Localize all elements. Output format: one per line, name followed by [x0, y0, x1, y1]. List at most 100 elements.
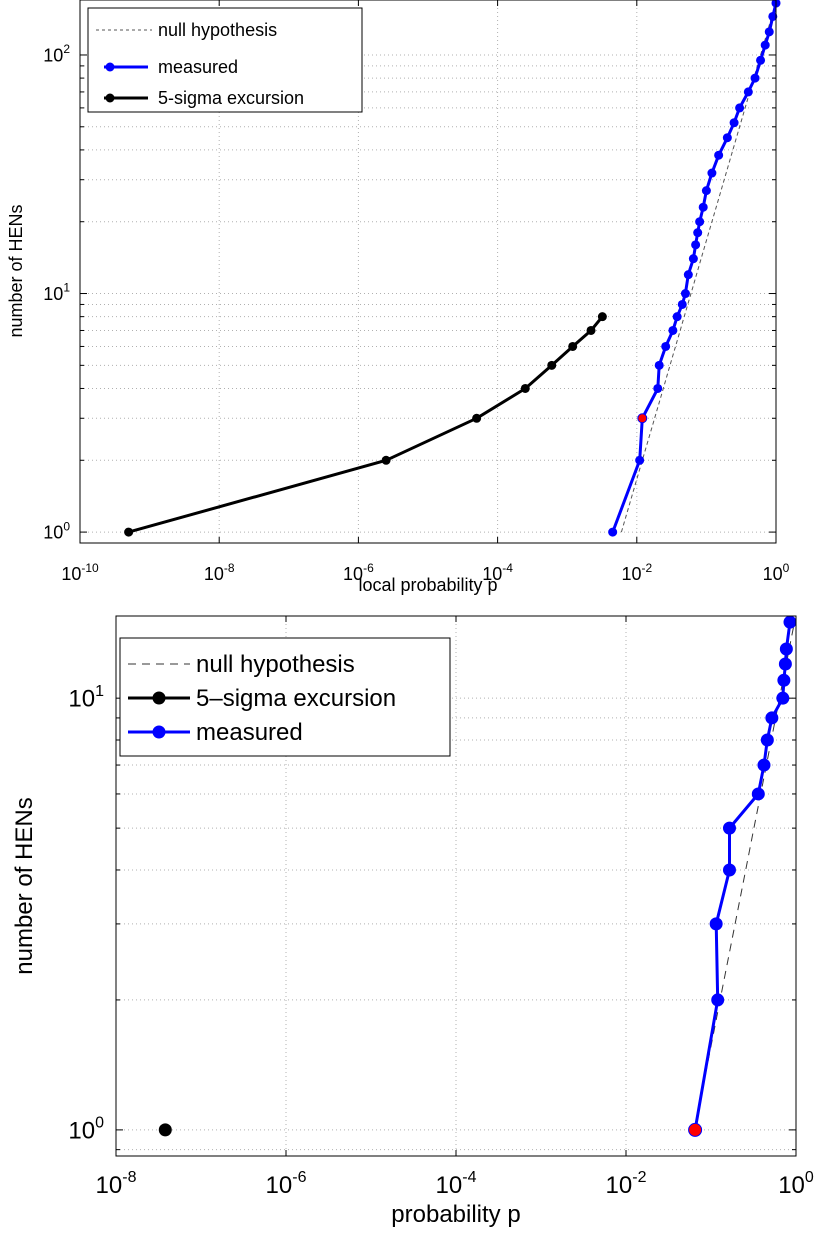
- data-point-measured: [765, 711, 779, 725]
- data-point-5sigma: [381, 455, 391, 465]
- y-tick-labels: 100 101 102: [43, 42, 70, 542]
- data-point-5sigma: [520, 383, 530, 393]
- x-tick-label: 10-10: [61, 561, 99, 584]
- highlight-point: [688, 1122, 703, 1137]
- chart-probability: 10-8 10-6 10-4 10-2 100 100 101 probability p…: [11, 615, 814, 1228]
- legend-label-null: null hypothesis: [196, 651, 355, 678]
- y-tick-labels: 100 101: [68, 683, 104, 1145]
- y-tick-label: 101: [43, 281, 70, 304]
- data-point-measured: [693, 228, 703, 238]
- x-axis-label: probability p: [391, 1201, 520, 1228]
- legend-label-null: null hypothesis: [158, 20, 277, 40]
- data-point-measured: [757, 758, 771, 772]
- data-point-measured: [714, 150, 724, 160]
- data-point-measured: [751, 787, 765, 801]
- y-axis-label: number of HENs: [11, 797, 38, 974]
- legend: null hypothesis 5–sigma excursion measur…: [119, 637, 451, 757]
- data-point-measured: [653, 383, 663, 393]
- series-markers: [124, 0, 781, 537]
- data-point-measured: [722, 133, 732, 143]
- legend-box: [87, 7, 363, 113]
- legend-label-5sigma: 5–sigma excursion: [196, 685, 396, 712]
- plot-frame: [115, 615, 797, 1157]
- x-tick-label: 100: [763, 561, 790, 584]
- data-point-measured: [608, 527, 618, 537]
- series-line-null-hypothesis: [620, 1, 777, 533]
- axes: [115, 616, 797, 1156]
- data-point-measured: [661, 341, 671, 351]
- legend-entry-5sigma: 5-sigma excursion: [104, 88, 304, 108]
- data-point-measured: [709, 917, 723, 931]
- x-tick-label: 10-8: [204, 561, 235, 584]
- data-point-measured: [778, 657, 792, 671]
- x-tick-label: 10-2: [621, 561, 652, 584]
- data-point-measured: [743, 87, 753, 97]
- highlight-point: [637, 413, 648, 424]
- x-tick-labels: 10-8 10-6 10-4 10-2 100: [96, 1169, 814, 1199]
- data-point-measured: [698, 202, 708, 212]
- data-point-measured: [711, 993, 725, 1007]
- legend: null hypothesis measured 5-sigma excursi…: [87, 7, 363, 113]
- legend-label-measured: measured: [196, 719, 303, 746]
- data-point-measured: [783, 615, 797, 629]
- data-point-5sigma: [547, 360, 557, 370]
- x-tick-label: 10-2: [606, 1169, 647, 1199]
- x-tick-label: 10-4: [436, 1169, 477, 1199]
- x-tick-label: 10-8: [96, 1169, 137, 1199]
- chart-local-probability: 10-10 10-8 10-6 10-4 10-2 100 100 101 102 local…: [6, 0, 790, 595]
- data-point-measured: [672, 312, 682, 322]
- legend-marker-5sigma: [105, 93, 115, 103]
- x-axis-label: local probability p: [358, 575, 497, 595]
- y-axis-label: number of HENs: [6, 204, 26, 337]
- data-point-measured: [776, 691, 790, 705]
- y-tick-label: 100: [68, 1114, 104, 1144]
- data-point-measured: [701, 186, 711, 196]
- x-tick-label: 10-4: [482, 561, 513, 584]
- data-point-measured: [779, 642, 793, 656]
- data-point-measured: [688, 254, 698, 264]
- data-point-measured: [722, 863, 736, 877]
- data-point-measured: [691, 240, 701, 250]
- legend-label-measured: measured: [158, 57, 238, 77]
- data-point-measured: [707, 168, 717, 178]
- data-point-measured: [654, 360, 664, 370]
- legend-marker-measured: [105, 62, 115, 72]
- legend-entry-measured: measured: [104, 57, 238, 77]
- x-tick-label: 10-6: [343, 561, 374, 584]
- legend-entry-null-hypothesis: null hypothesis: [128, 651, 355, 678]
- data-point-measured: [764, 27, 774, 37]
- y-tick-label: 100: [43, 519, 70, 542]
- data-point-measured: [729, 118, 739, 128]
- data-point-measured: [750, 73, 760, 83]
- data-point-measured: [677, 299, 687, 309]
- legend-entry-5sigma: 5–sigma excursion: [128, 685, 396, 712]
- legend-entry-null-hypothesis: null hypothesis: [96, 20, 277, 40]
- data-point-5sigma: [597, 312, 607, 322]
- legend-label-5sigma: 5-sigma excursion: [158, 88, 304, 108]
- data-point-measured: [668, 325, 678, 335]
- data-point-measured: [695, 217, 705, 227]
- data-point-measured: [680, 289, 690, 299]
- data-point-measured: [683, 270, 693, 280]
- y-tick-label: 102: [43, 42, 70, 65]
- legend-entry-measured: measured: [128, 719, 303, 746]
- legend-marker-5sigma: [152, 691, 166, 705]
- plot-frame: [79, 0, 777, 544]
- data-point-measured: [722, 821, 736, 835]
- series-markers: [158, 615, 797, 1137]
- null-hypothesis-line: [620, 1, 777, 533]
- data-point-measured: [760, 733, 774, 747]
- data-point-measured: [768, 11, 778, 21]
- x-tick-labels: 10-10 10-8 10-6 10-4 10-2 100: [61, 561, 789, 584]
- data-point-5sigma: [158, 1123, 172, 1137]
- data-point-5sigma: [586, 325, 596, 335]
- grid-lines: [116, 616, 796, 1156]
- data-point-5sigma: [568, 341, 578, 351]
- x-tick-label: 100: [778, 1169, 814, 1199]
- data-point-measured: [735, 103, 745, 113]
- data-point-measured: [760, 40, 770, 50]
- data-point-5sigma: [472, 413, 482, 423]
- data-point-measured: [777, 673, 791, 687]
- x-tick-label: 10-6: [266, 1169, 307, 1199]
